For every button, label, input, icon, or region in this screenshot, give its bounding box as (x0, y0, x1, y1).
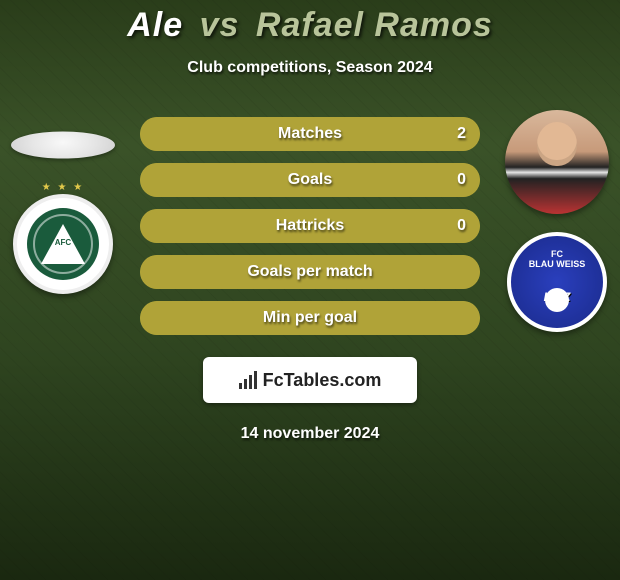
bar-chart-icon (239, 371, 257, 389)
club2-line2: BLAU WEISS (529, 259, 586, 269)
page-title: Ale vs Rafael Ramos (127, 6, 493, 45)
title-vs: vs (200, 6, 240, 44)
player1-column: ★ ★ ★ AFC (8, 110, 118, 294)
stat-bar: Matches 2 (140, 117, 480, 151)
club2-line1: FC (551, 249, 563, 259)
stat-bar-label: Matches (278, 125, 342, 143)
stat-bar-value-p2: 0 (457, 217, 466, 235)
stat-bar: Hattricks 0 (140, 209, 480, 243)
player2-club-logo: FC BLAU WEISS LINZ (507, 232, 607, 332)
player1-avatar (11, 132, 115, 159)
stat-bar: Min per goal (140, 301, 480, 335)
stat-bar-value-p2: 0 (457, 171, 466, 189)
stat-bars: Matches 2 Goals 0 Hattricks 0 Goals per match M… (140, 117, 480, 335)
title-player1: Ale (127, 6, 183, 44)
stat-bar: Goals per match (140, 255, 480, 289)
subtitle: Club competitions, Season 2024 (187, 59, 432, 77)
club2-ball-icon (545, 288, 569, 312)
player2-column: FC BLAU WEISS LINZ (502, 110, 612, 332)
player1-club-logo: ★ ★ ★ AFC (13, 194, 113, 294)
club1-monogram: AFC (49, 238, 77, 247)
title-player2: Rafael Ramos (256, 6, 493, 44)
stat-bar: Goals 0 (140, 163, 480, 197)
player2-avatar (505, 110, 609, 214)
date-label: 14 november 2024 (241, 425, 380, 443)
stat-bar-value-p2: 2 (457, 125, 466, 143)
brand-text: FcTables.com (263, 370, 382, 391)
stat-bar-label: Hattricks (276, 217, 344, 235)
brand-badge[interactable]: FcTables.com (203, 357, 417, 403)
infographic-root: Ale vs Rafael Ramos Club competitions, S… (0, 0, 620, 580)
stat-bar-label: Goals (288, 171, 332, 189)
stat-bar-label: Min per goal (263, 309, 357, 327)
stat-bar-label: Goals per match (247, 263, 372, 281)
club1-stars-icon: ★ ★ ★ (42, 182, 84, 193)
